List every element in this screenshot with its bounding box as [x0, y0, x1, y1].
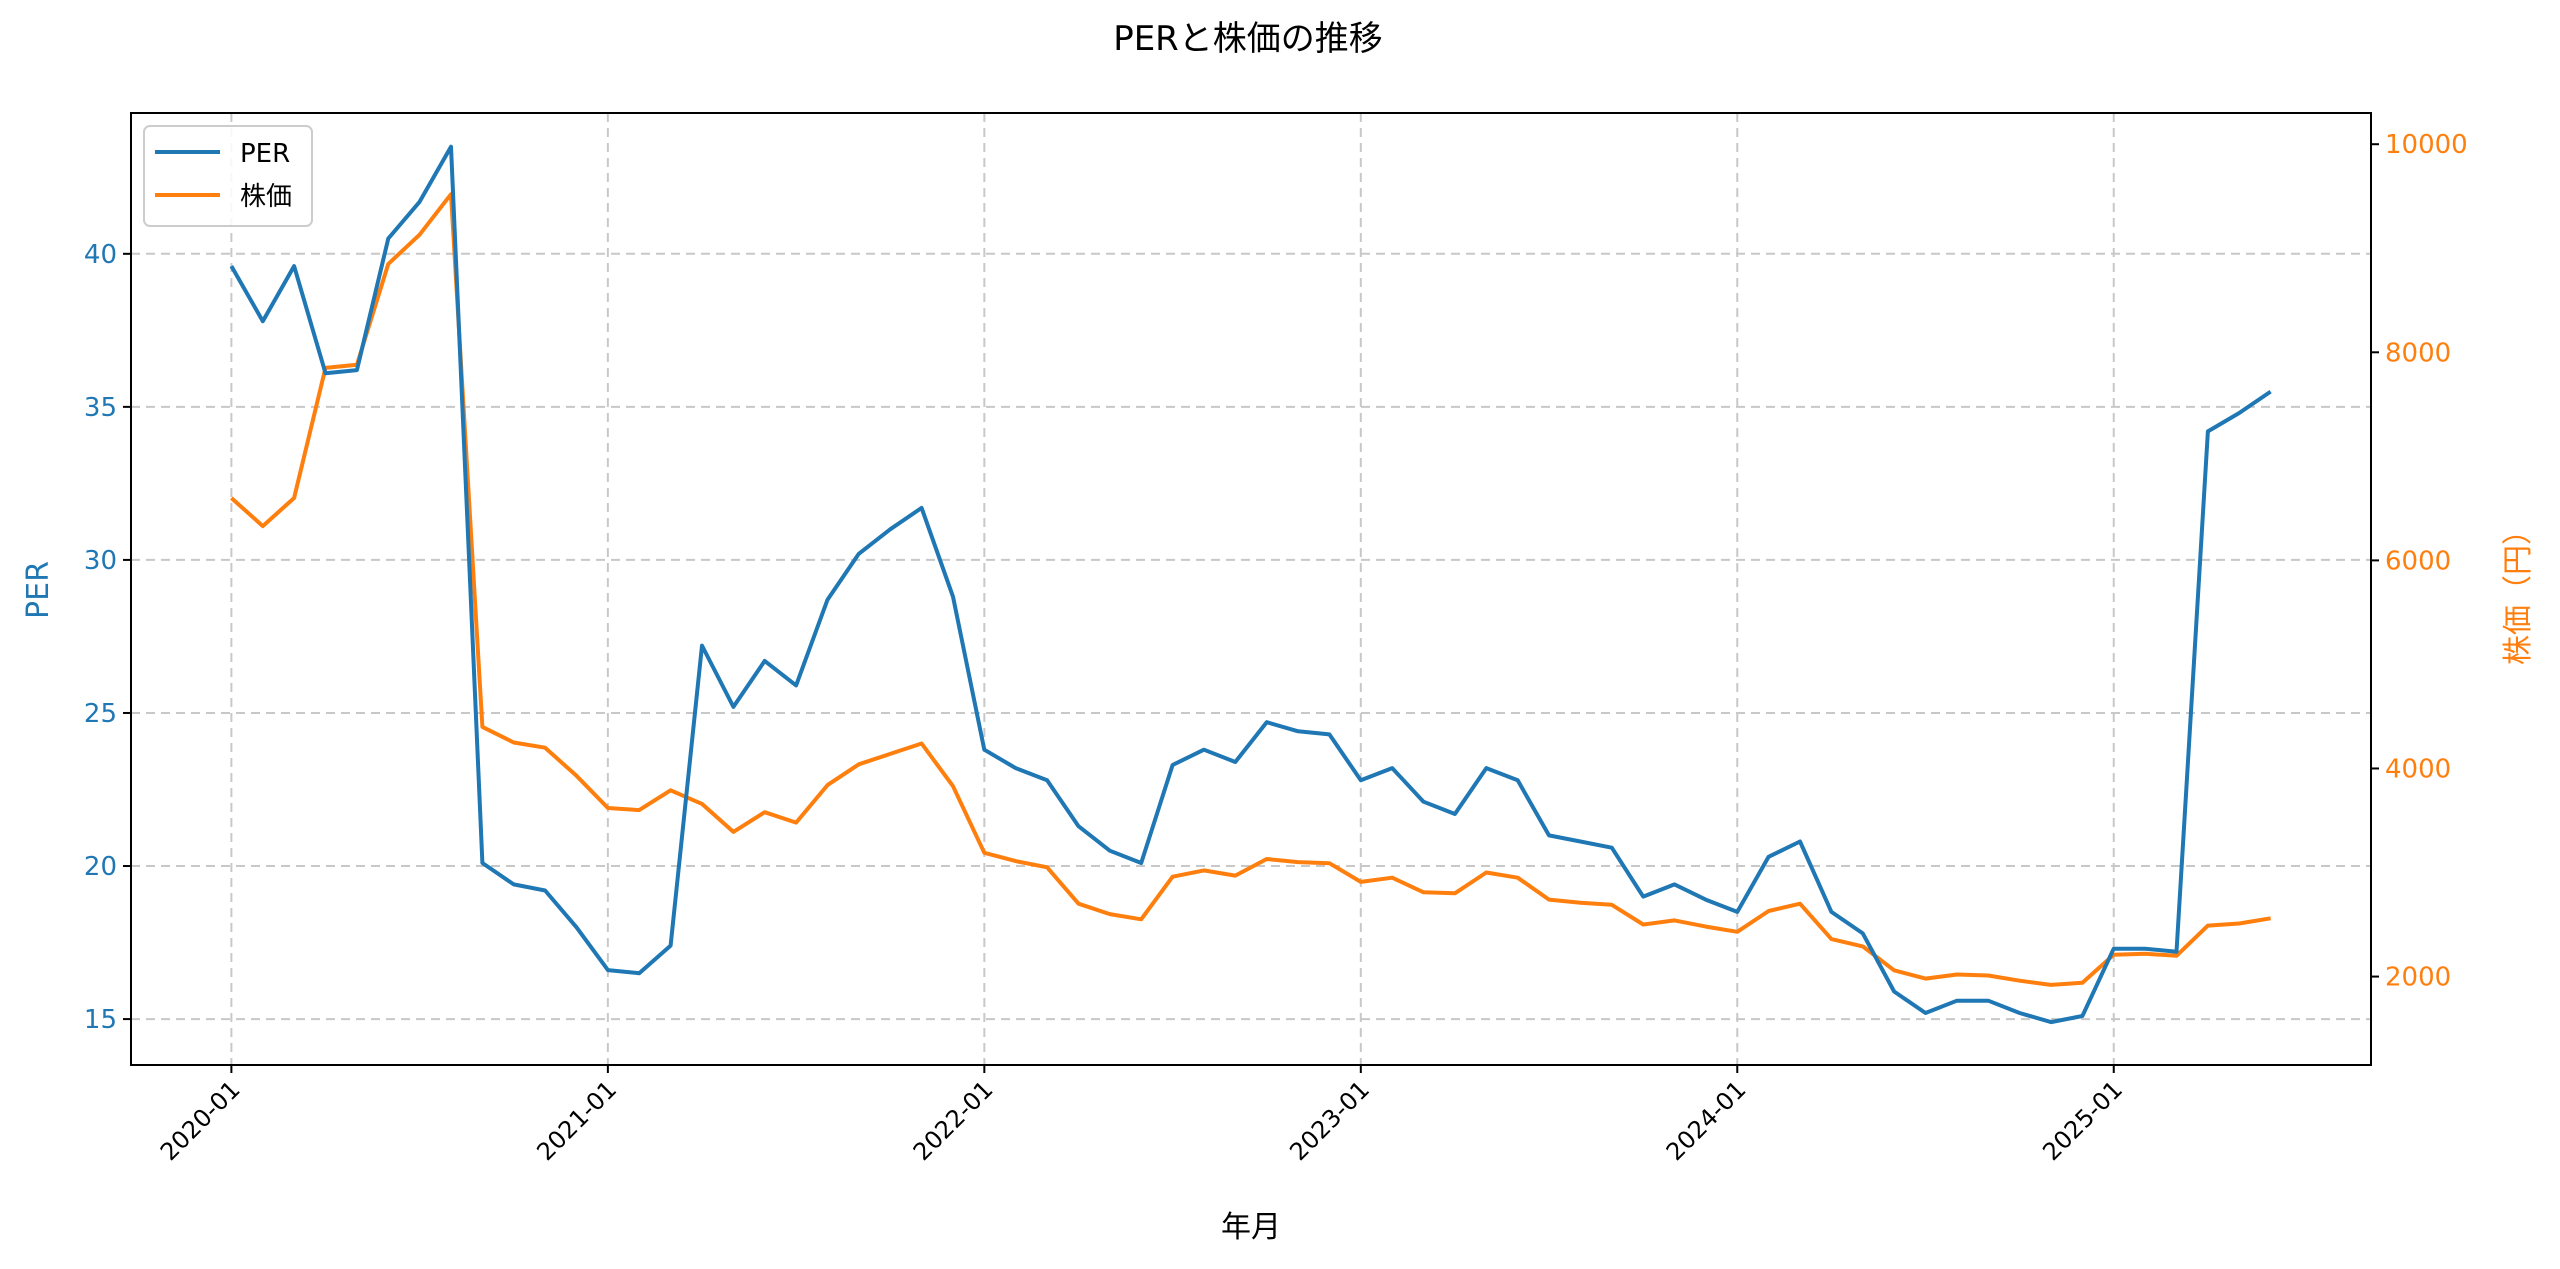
chart-title: PERと株価の推移 [1113, 19, 1383, 59]
y-tick-label-left: 25 [84, 699, 117, 729]
series-lines [229, 144, 2272, 1025]
y-tick-label-left: 30 [84, 546, 117, 576]
y-tick-label-right: 10000 [2385, 130, 2468, 160]
legend-label-price: 株価 [240, 182, 292, 212]
y-tick-label-left: 35 [84, 393, 117, 423]
legend-label-per: PER [240, 139, 290, 169]
y-tick-label-right: 8000 [2385, 338, 2451, 368]
y-axis-label-right: 株価（円） [2501, 515, 2536, 665]
y-tick-label-right: 2000 [2385, 963, 2451, 993]
y-axis-right: 2000 4000 6000 8000 10000 [2371, 130, 2468, 993]
x-tick-label: 2021-01 [531, 1075, 622, 1166]
series-line-stock-price [230, 192, 2271, 987]
grid [131, 113, 2371, 1065]
legend: PER 株価 [143, 125, 313, 227]
x-tick-label: 2022-01 [908, 1075, 999, 1166]
x-tick-label: 2020-01 [155, 1075, 246, 1166]
y-axis-label-left: PER [21, 561, 56, 619]
y-tick-label-right: 4000 [2385, 754, 2451, 784]
y-tick-label-left: 15 [84, 1005, 117, 1035]
y-tick-label-left: 20 [84, 852, 117, 882]
y-tick-label-right: 6000 [2385, 546, 2451, 576]
x-axis-label: 年月 [1221, 1210, 1281, 1245]
x-tick-label: 2023-01 [1284, 1075, 1375, 1166]
x-axis: 2020-01 2021-01 2022-01 2023-01 2024-01 2025-… [155, 1065, 2128, 1166]
plot-frame [130, 112, 2372, 1066]
y-axis-left: 15 20 25 30 35 40 [84, 240, 131, 1035]
y-tick-label-left: 40 [84, 240, 117, 270]
series-line-per [229, 144, 2272, 1025]
x-tick-label: 2024-01 [1661, 1075, 1752, 1166]
x-tick-label: 2025-01 [2037, 1075, 2128, 1166]
